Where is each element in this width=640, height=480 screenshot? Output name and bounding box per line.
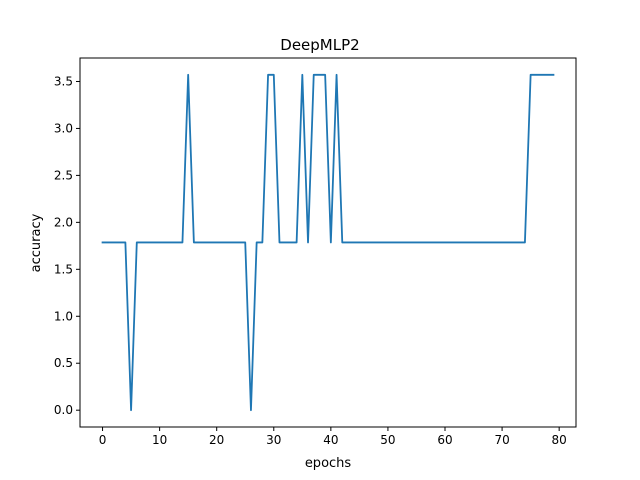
y-tick-label: 2.5 [54, 168, 73, 182]
y-tick-label: 2.0 [54, 215, 73, 229]
y-tick-label: 0.0 [54, 403, 73, 417]
plot-frame [79, 57, 577, 428]
x-axis: 0 10 20 30 40 50 60 70 80 [99, 427, 567, 447]
x-tick-label: 80 [552, 433, 567, 447]
x-tick-label: 50 [380, 433, 395, 447]
x-tick-label: 40 [323, 433, 338, 447]
y-tick-label: 3.0 [54, 121, 73, 135]
x-tick-label: 70 [494, 433, 509, 447]
x-tick-label: 0 [99, 433, 107, 447]
x-axis-label: epochs [305, 456, 352, 471]
x-tick-label: 20 [209, 433, 224, 447]
series-line [101, 73, 555, 412]
x-tick-label: 60 [437, 433, 452, 447]
y-tick-label: 1.5 [54, 262, 73, 276]
plot-area [101, 73, 555, 412]
chart-title: DeepMLP2 [280, 36, 359, 54]
y-tick-label: 3.5 [54, 74, 73, 88]
y-tick-label: 1.0 [54, 309, 73, 323]
y-axis: 0.0 0.5 1.0 1.5 2.0 2.5 3.0 3.5 [54, 74, 80, 417]
y-axis-label: accuracy [29, 213, 44, 272]
x-tick-label: 10 [152, 433, 167, 447]
y-tick-label: 0.5 [54, 356, 73, 370]
x-tick-label: 30 [266, 433, 281, 447]
